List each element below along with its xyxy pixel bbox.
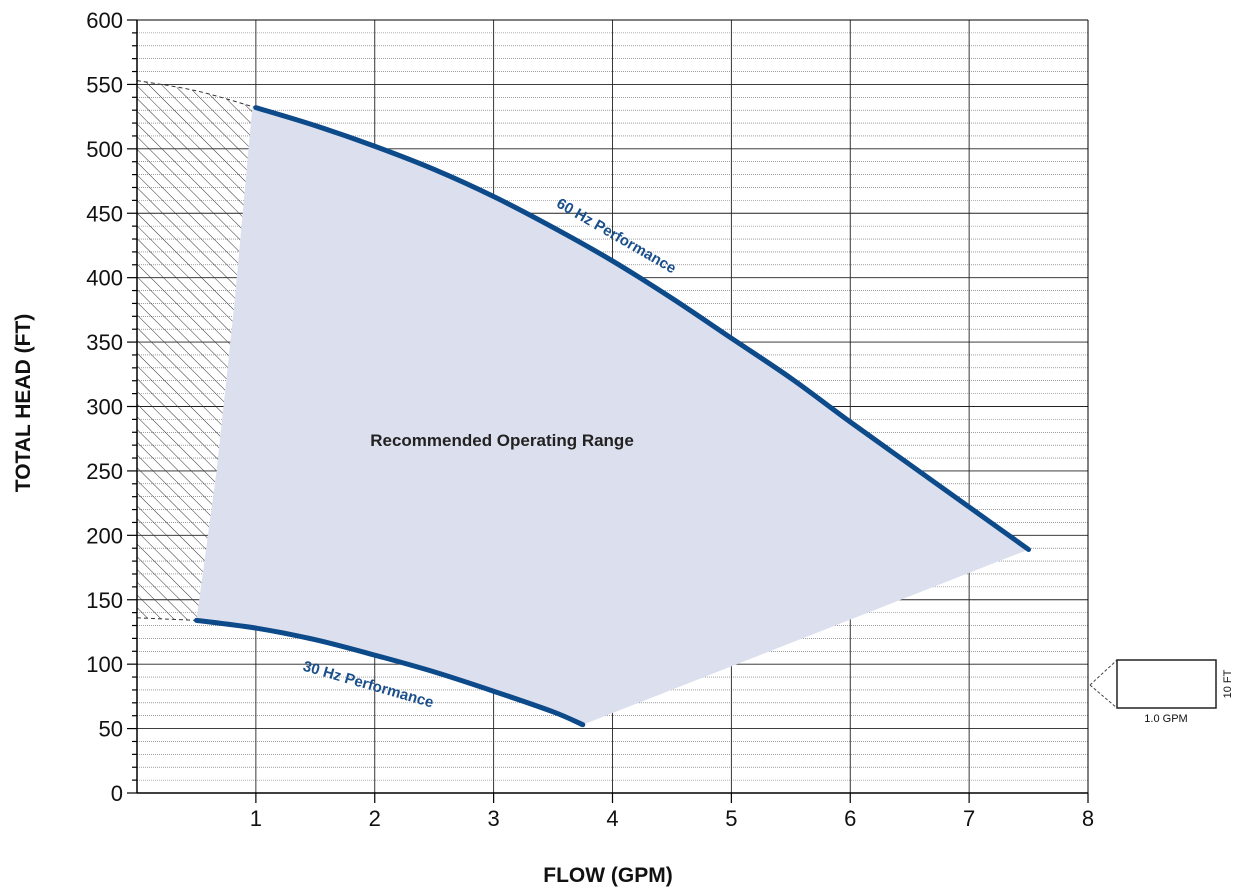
- hatched-extrapolation-zone: [137, 80, 256, 621]
- y-tick-label: 100: [86, 652, 123, 677]
- x-axis-ticks: 1 2 3 4 5 6 7 8: [250, 793, 1094, 831]
- y-tick-label: 300: [86, 395, 123, 420]
- x-tick-label: 7: [963, 806, 975, 831]
- y-axis-title: TOTAL HEAD (FT): [12, 314, 35, 492]
- scale-connector-bottom: [1089, 684, 1118, 709]
- x-tick-label: 2: [369, 806, 381, 831]
- y-tick-label: 250: [86, 459, 123, 484]
- series-60hz-line: [253, 105, 1032, 553]
- scale-box: 1.0 GPM 10 FT: [1089, 659, 1234, 725]
- x-tick-label: 8: [1082, 806, 1094, 831]
- y-tick-label: 200: [86, 523, 123, 548]
- y-tick-label: 550: [86, 72, 123, 97]
- scale-connector-top: [1089, 659, 1118, 686]
- x-tick-label: 6: [844, 806, 856, 831]
- extrapolated-60hz-curve: [136, 80, 257, 109]
- series-30hz-line: [193, 617, 586, 728]
- y-tick-label: 50: [99, 717, 123, 742]
- region-label: Recommended Operating Range: [370, 431, 634, 450]
- x-tick-label: 1: [250, 806, 262, 831]
- y-tick-label: 400: [86, 266, 123, 291]
- x-tick-label: 3: [488, 806, 500, 831]
- extrapolated-30hz-curve: [136, 617, 197, 621]
- scale-width-label: 1.0 GPM: [1144, 713, 1187, 725]
- scale-rect: [1116, 659, 1217, 709]
- x-axis-title: FLOW (GPM): [543, 864, 672, 887]
- y-tick-label: 150: [86, 588, 123, 613]
- y-tick-label: 450: [86, 201, 123, 226]
- y-tick-label: 350: [86, 330, 123, 355]
- y-tick-label: 0: [111, 781, 123, 806]
- recommended-operating-region: [196, 107, 1029, 725]
- scale-height-label: 10 FT: [1222, 669, 1234, 698]
- x-tick-label: 5: [725, 806, 737, 831]
- y-axis-ticks: 0 50 100 150 200 250 300 350 400 450 500 550 600: [86, 8, 137, 806]
- y-tick-label: 500: [86, 137, 123, 162]
- y-tick-label: 600: [86, 8, 123, 33]
- x-tick-label: 4: [606, 806, 618, 831]
